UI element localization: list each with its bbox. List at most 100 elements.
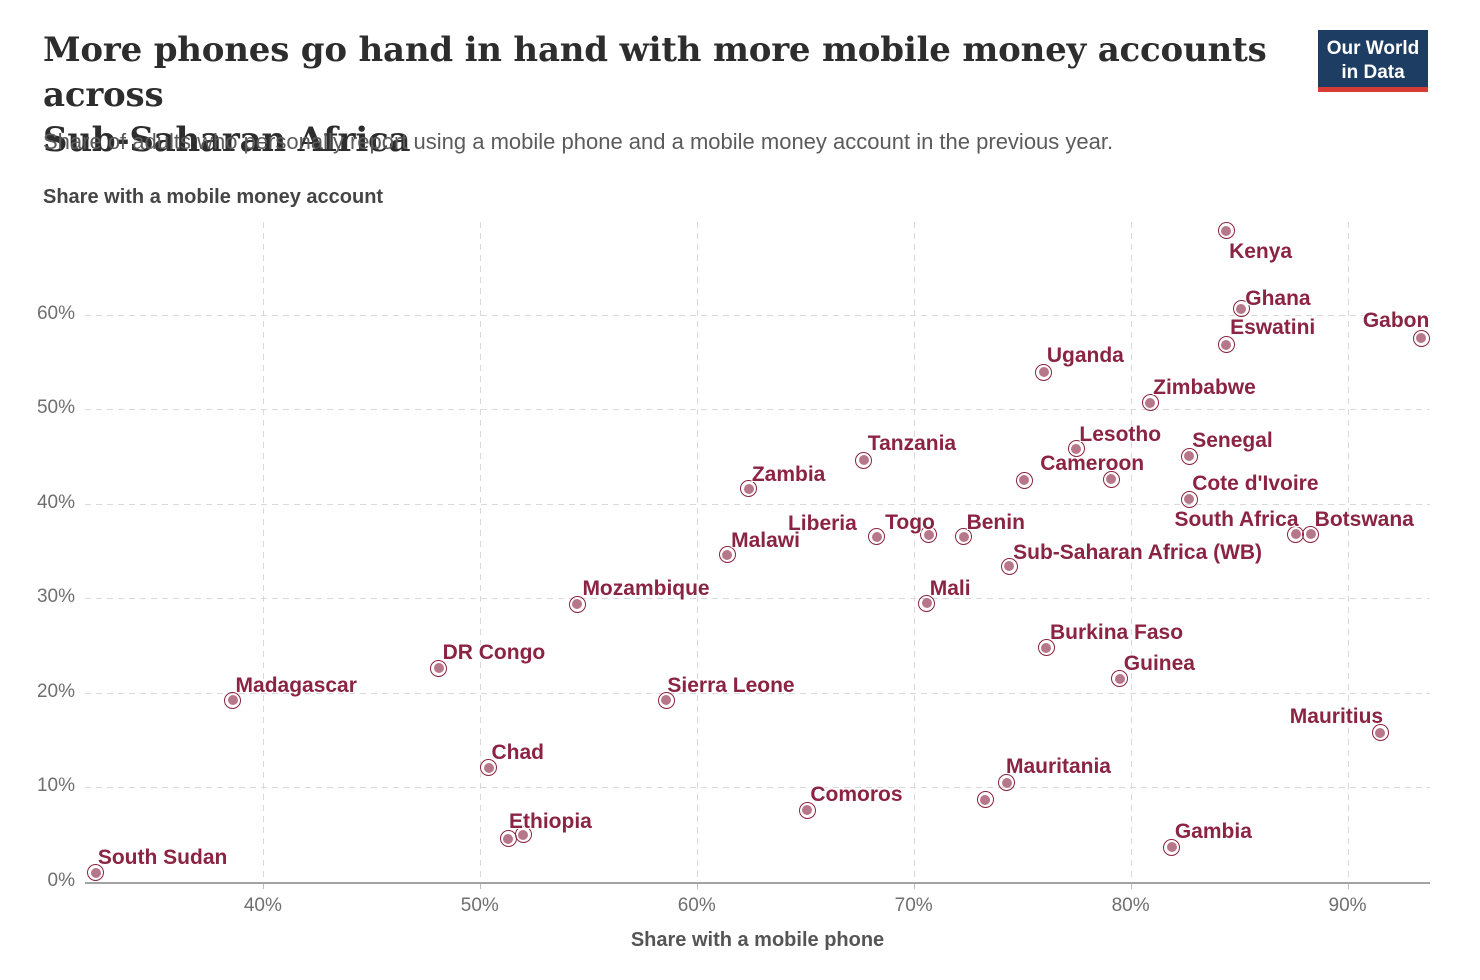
data-point-cameroon[interactable] [1106, 474, 1117, 485]
data-point-label-zambia[interactable]: Zambia [751, 462, 826, 486]
data-point-label-chad[interactable]: Chad [491, 740, 545, 764]
data-point-sierra-leone[interactable] [661, 695, 672, 706]
data-point-label-lesotho[interactable]: Lesotho [1079, 422, 1162, 446]
data-point-label-eswatini[interactable]: Eswatini [1230, 315, 1316, 339]
data-point-madagascar[interactable] [227, 695, 238, 706]
data-point-cote-d-ivoire[interactable] [1184, 494, 1195, 505]
data-point-senegal[interactable] [1184, 451, 1195, 462]
data-point-togo[interactable] [923, 529, 934, 540]
data-point-dr-congo[interactable] [433, 663, 444, 674]
data-point-ring-malawi[interactable] [718, 546, 736, 564]
data-point-sub-saharan-africa-wb[interactable] [1004, 561, 1015, 572]
data-point-label-mauritius[interactable]: Mauritius [1289, 704, 1384, 728]
data-point-ring-sierra-leone[interactable] [657, 691, 675, 709]
data-point-ring-zimbabwe[interactable] [1141, 394, 1159, 412]
data-point-ring-unlabeled[interactable] [976, 791, 994, 809]
data-point-unlabeled[interactable] [1019, 475, 1030, 486]
data-point-label-mozambique[interactable]: Mozambique [582, 577, 710, 600]
data-point-malawi[interactable] [722, 549, 733, 560]
data-point-mauritius[interactable] [1375, 727, 1386, 738]
data-point-ring-cameroon[interactable] [1102, 470, 1120, 488]
data-point-south-sudan[interactable] [90, 867, 101, 878]
data-point-ring-zambia[interactable] [740, 480, 758, 498]
data-point-ring-senegal[interactable] [1180, 447, 1198, 465]
data-point-label-burkina-faso[interactable]: Burkina Faso [1050, 620, 1184, 644]
data-point-comoros[interactable] [802, 805, 813, 816]
data-point-label-botswana[interactable]: Botswana [1314, 508, 1414, 532]
data-point-ring-kenya[interactable] [1217, 222, 1235, 239]
data-point-label-mali[interactable]: Mali [929, 577, 971, 601]
data-point-ring-mozambique[interactable] [568, 595, 586, 613]
data-point-label-guinea[interactable]: Guinea [1123, 651, 1195, 675]
data-point-label-ethiopia[interactable]: Ethiopia [509, 809, 592, 833]
data-point-ring-togo[interactable] [920, 526, 938, 544]
data-point-ring-sub-saharan-africa-wb[interactable] [1000, 557, 1018, 575]
data-point-tanzania[interactable] [858, 455, 869, 466]
data-point-ring-mauritius[interactable] [1371, 724, 1389, 742]
data-point-label-mauritania[interactable]: Mauritania [1005, 754, 1111, 778]
data-point-ring-burkina-faso[interactable] [1037, 639, 1055, 656]
data-point-lesotho[interactable] [1071, 443, 1082, 454]
data-point-ring-unlabeled[interactable] [1015, 471, 1033, 489]
data-point-gambia[interactable] [1166, 842, 1177, 852]
data-point-ring-gambia[interactable] [1163, 838, 1181, 856]
data-point-label-ghana[interactable]: Ghana [1245, 286, 1311, 310]
data-point-unlabeled[interactable] [518, 829, 529, 840]
data-point-uganda[interactable] [1038, 367, 1049, 378]
data-point-label-cote-d-ivoire[interactable]: Cote d'Ivoire [1192, 472, 1319, 496]
data-point-ring-guinea[interactable] [1111, 670, 1129, 688]
data-point-ring-chad[interactable] [480, 759, 497, 777]
data-point-ring-mali[interactable] [918, 594, 936, 612]
data-point-ring-ghana[interactable] [1232, 300, 1250, 318]
data-point-label-dr-congo[interactable]: DR Congo [442, 641, 546, 665]
data-point-label-gambia[interactable]: Gambia [1174, 820, 1252, 843]
data-point-ring-liberia[interactable] [868, 528, 886, 546]
data-point-kenya[interactable] [1221, 225, 1232, 236]
data-point-ring-ethiopia[interactable] [499, 830, 517, 847]
data-point-mali[interactable] [921, 598, 932, 609]
data-point-label-malawi[interactable]: Malawi [731, 528, 800, 552]
data-point-label-liberia[interactable]: Liberia [787, 511, 857, 535]
data-point-ring-south-sudan[interactable] [87, 864, 105, 882]
data-point-ring-dr-congo[interactable] [430, 659, 448, 677]
data-point-ring-comoros[interactable] [798, 801, 816, 819]
data-point-label-madagascar[interactable]: Madagascar [235, 674, 357, 698]
data-point-ring-benin[interactable] [955, 528, 973, 546]
data-point-zambia[interactable] [743, 483, 754, 494]
data-point-label-zimbabwe[interactable]: Zimbabwe [1153, 375, 1256, 399]
data-point-mozambique[interactable] [572, 599, 583, 609]
data-point-ring-lesotho[interactable] [1067, 440, 1085, 458]
data-point-label-south-africa[interactable]: South Africa [1174, 508, 1299, 532]
data-point-label-tanzania[interactable]: Tanzania [867, 432, 957, 456]
data-point-ring-eswatini[interactable] [1217, 336, 1235, 354]
data-point-unlabeled[interactable] [980, 794, 991, 805]
data-point-label-comoros[interactable]: Comoros [810, 783, 903, 807]
data-point-label-senegal[interactable]: Senegal [1192, 429, 1273, 453]
data-point-benin[interactable] [958, 531, 969, 542]
data-point-botswana[interactable] [1305, 529, 1316, 540]
data-point-ring-botswana[interactable] [1302, 525, 1320, 543]
data-point-burkina-faso[interactable] [1041, 642, 1052, 653]
data-point-label-sierra-leone[interactable]: Sierra Leone [667, 674, 795, 698]
data-point-label-kenya[interactable]: Kenya [1229, 239, 1293, 263]
data-point-guinea[interactable] [1114, 673, 1125, 684]
data-point-south-africa[interactable] [1290, 529, 1301, 540]
data-point-mauritania[interactable] [1001, 777, 1012, 788]
data-point-ring-gabon[interactable] [1412, 329, 1430, 347]
data-point-liberia[interactable] [871, 531, 882, 542]
data-point-ring-mauritania[interactable] [998, 774, 1016, 792]
data-point-ghana[interactable] [1236, 303, 1247, 314]
data-point-label-sub-saharan-africa-wb[interactable]: Sub-Saharan Africa (WB) [1013, 541, 1263, 565]
data-point-label-togo[interactable]: Togo [885, 510, 935, 534]
data-point-label-cameroon[interactable]: Cameroon [1040, 452, 1145, 476]
data-point-ring-uganda[interactable] [1035, 363, 1053, 381]
data-point-eswatini[interactable] [1221, 339, 1232, 350]
data-point-label-benin[interactable]: Benin [966, 510, 1025, 534]
data-point-label-uganda[interactable]: Uganda [1046, 344, 1124, 368]
data-point-label-gabon[interactable]: Gabon [1362, 309, 1430, 333]
data-point-gabon[interactable] [1416, 333, 1427, 344]
data-point-ring-cote-d-ivoire[interactable] [1180, 490, 1198, 508]
data-point-chad[interactable] [483, 762, 494, 773]
data-point-ethiopia[interactable] [503, 833, 514, 844]
data-point-label-south-sudan[interactable]: South Sudan [97, 845, 228, 869]
